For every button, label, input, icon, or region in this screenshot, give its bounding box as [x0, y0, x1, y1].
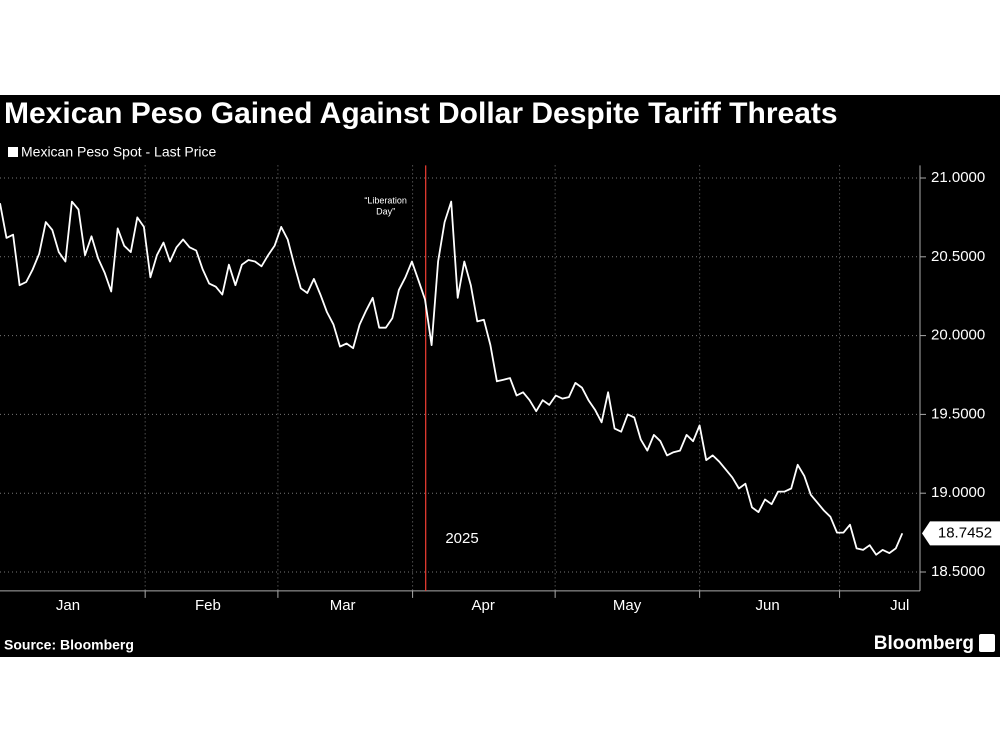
y-tick-label: 21.0000 — [931, 169, 985, 186]
y-tick-label: 20.0000 — [931, 327, 985, 344]
last-value-box — [922, 521, 1000, 546]
x-tick-label: Apr — [472, 597, 495, 614]
brand-logo: Bloomberg — [874, 633, 974, 654]
chart-background — [0, 95, 1000, 657]
y-tick-label: 19.5000 — [931, 405, 985, 422]
source: Source: Bloomberg — [4, 637, 134, 653]
x-axis-label: 2025 — [445, 530, 478, 547]
x-tick-label: Mar — [330, 597, 356, 614]
line-series — [0, 200, 904, 556]
chart-title: Mexican Peso Gained Against Dollar Despi… — [4, 97, 838, 130]
last-value-label: 18.7452 — [938, 524, 992, 541]
legend-swatch — [8, 147, 18, 157]
legend-label: Mexican Peso Spot - Last Price — [21, 144, 217, 160]
annotation-text: Day” — [376, 206, 395, 216]
x-tick-label: Jan — [56, 597, 80, 614]
brand-icon — [979, 634, 995, 652]
y-tick-label: 19.0000 — [931, 484, 985, 501]
x-tick-label: May — [613, 597, 642, 614]
y-tick-label: 18.5000 — [931, 563, 985, 580]
y-tick-label: 20.5000 — [931, 248, 985, 265]
x-tick-label: Feb — [195, 597, 221, 614]
x-tick-label: Jul — [890, 597, 909, 614]
x-tick-label: Jun — [756, 597, 780, 614]
annotation-text: “Liberation — [364, 195, 407, 205]
